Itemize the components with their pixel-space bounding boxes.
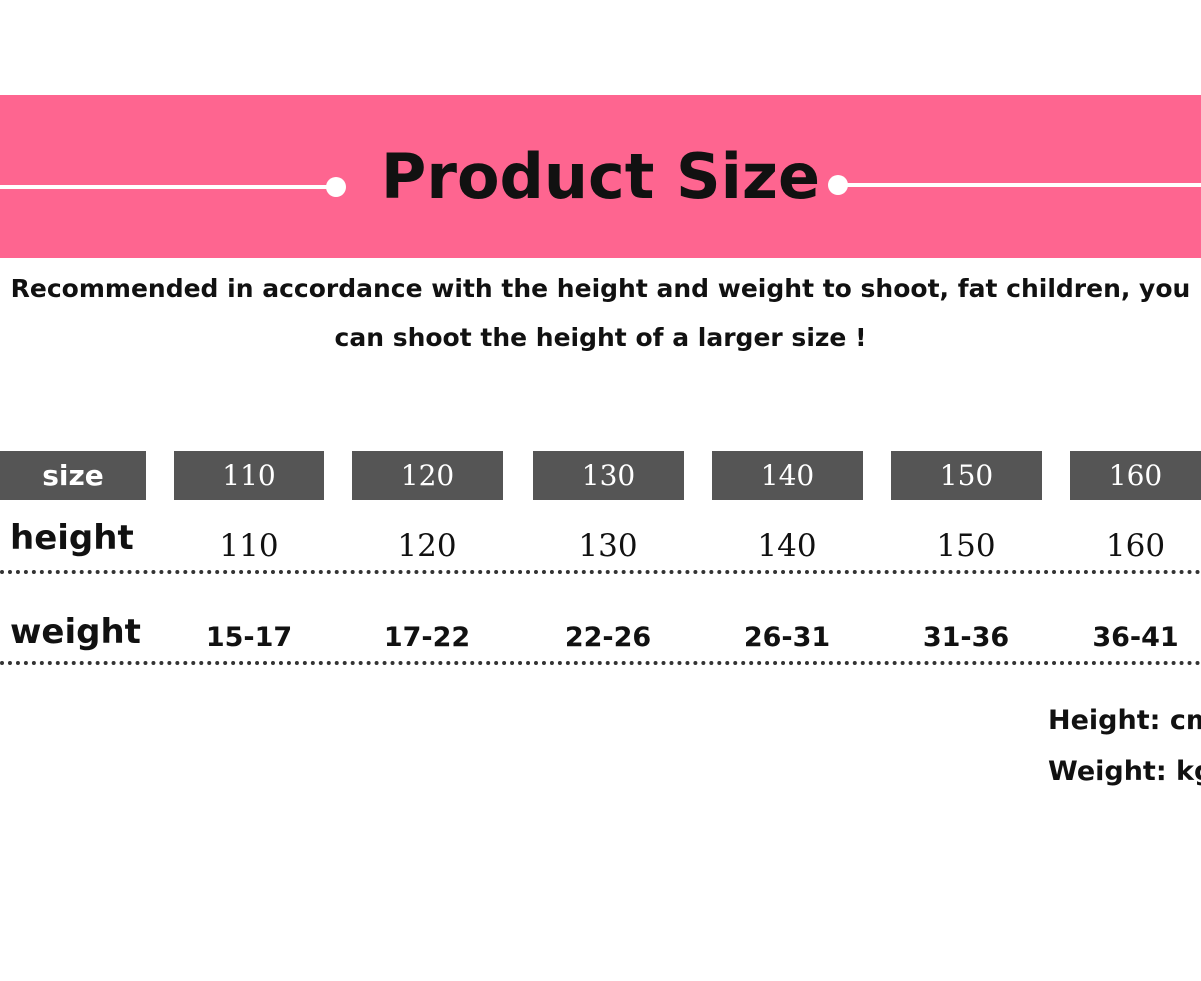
table-cell: 160 <box>1105 528 1166 564</box>
deco-line <box>838 183 1201 187</box>
header-cell: 120 <box>352 451 503 500</box>
table-cell: 15-17 <box>205 622 293 653</box>
header-cell: 110 <box>174 451 324 500</box>
header-cell: 140 <box>712 451 863 500</box>
title: Product Size <box>380 140 821 213</box>
table-cell: 120 <box>397 528 457 564</box>
title-band <box>0 95 1201 258</box>
unit-note: Height: cm <box>1048 705 1201 736</box>
table-cell: 140 <box>757 528 817 564</box>
row-label: weight <box>10 612 141 652</box>
unit-note: Weight: kg <box>1048 756 1201 787</box>
header-cell: 150 <box>891 451 1042 500</box>
table-cell: 17-22 <box>383 622 471 653</box>
deco-dot <box>326 177 346 197</box>
table-cell: 130 <box>578 528 638 564</box>
header-cell: 160 <box>1070 451 1201 500</box>
table-cell: 22-26 <box>564 622 652 653</box>
row-label: height <box>10 518 134 558</box>
table-cell: 26-31 <box>743 622 831 653</box>
row-divider <box>0 661 1201 665</box>
note-line: can shoot the height of a larger size ! <box>334 323 867 352</box>
note-line: Recommended in accordance with the heigh… <box>10 274 1191 303</box>
deco-line <box>0 185 340 189</box>
header-cell: size <box>0 451 146 500</box>
table-cell: 31-36 <box>922 622 1010 653</box>
row-divider <box>0 570 1201 574</box>
table-cell: 36-41 <box>1092 622 1179 653</box>
table-cell: 110 <box>219 528 279 564</box>
header-cell: 130 <box>533 451 684 500</box>
table-cell: 150 <box>936 528 996 564</box>
deco-dot <box>828 175 848 195</box>
